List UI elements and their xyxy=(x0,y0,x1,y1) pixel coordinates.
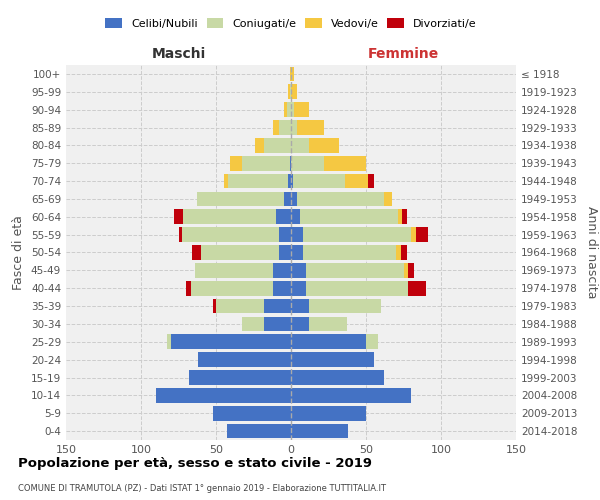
Bar xyxy=(290,156,291,170)
Bar xyxy=(297,192,384,206)
Bar xyxy=(306,281,408,295)
Bar xyxy=(279,120,291,135)
Bar xyxy=(273,120,279,135)
Bar xyxy=(273,263,291,278)
Bar xyxy=(201,245,279,260)
Text: Popolazione per età, sesso e stato civile - 2019: Popolazione per età, sesso e stato civil… xyxy=(18,458,372,470)
Bar xyxy=(291,245,303,260)
Bar xyxy=(294,102,309,117)
Bar xyxy=(264,298,291,314)
Bar xyxy=(291,228,303,242)
Bar xyxy=(401,245,407,260)
Bar xyxy=(367,174,373,188)
Text: COMUNE DI TRAMUTOLA (PZ) - Dati ISTAT 1° gennaio 2019 - Elaborazione TUTTITALIA.: COMUNE DI TRAMUTOLA (PZ) - Dati ISTAT 1°… xyxy=(18,484,386,493)
Bar xyxy=(402,210,407,224)
Bar xyxy=(191,281,273,295)
Bar xyxy=(293,174,345,188)
Bar xyxy=(198,352,291,367)
Bar xyxy=(306,263,404,278)
Bar xyxy=(309,316,347,331)
Bar xyxy=(291,316,309,331)
Bar xyxy=(229,156,241,170)
Bar xyxy=(195,263,273,278)
Bar xyxy=(216,298,264,314)
Bar xyxy=(415,228,427,242)
Bar xyxy=(255,138,264,152)
Bar xyxy=(398,210,402,224)
Bar xyxy=(284,102,287,117)
Bar xyxy=(228,174,288,188)
Bar xyxy=(291,263,306,278)
Bar xyxy=(291,352,373,367)
Bar xyxy=(384,192,392,206)
Bar xyxy=(182,228,279,242)
Y-axis label: Fasce di età: Fasce di età xyxy=(13,215,25,290)
Bar xyxy=(408,263,414,278)
Bar xyxy=(291,138,309,152)
Bar xyxy=(291,102,294,117)
Bar xyxy=(288,174,291,188)
Bar xyxy=(273,281,291,295)
Bar xyxy=(291,174,293,188)
Bar xyxy=(300,210,398,224)
Bar xyxy=(186,281,191,295)
Bar xyxy=(408,281,426,295)
Bar xyxy=(291,281,306,295)
Text: Femmine: Femmine xyxy=(368,48,439,62)
Bar xyxy=(291,298,309,314)
Bar xyxy=(288,84,290,99)
Bar xyxy=(291,210,300,224)
Legend: Celibi/Nubili, Coniugati/e, Vedovi/e, Divorziati/e: Celibi/Nubili, Coniugati/e, Vedovi/e, Di… xyxy=(106,18,476,29)
Bar xyxy=(290,84,291,99)
Bar xyxy=(291,424,348,438)
Bar xyxy=(297,120,324,135)
Bar xyxy=(156,388,291,402)
Text: Maschi: Maschi xyxy=(151,48,206,62)
Bar xyxy=(213,406,291,420)
Bar xyxy=(291,370,384,385)
Bar xyxy=(291,334,366,349)
Bar xyxy=(241,316,264,331)
Bar xyxy=(171,334,291,349)
Bar xyxy=(189,370,291,385)
Bar xyxy=(223,174,228,188)
Bar xyxy=(174,210,183,224)
Bar xyxy=(291,406,366,420)
Bar xyxy=(303,228,411,242)
Bar xyxy=(179,228,182,242)
Bar xyxy=(264,138,291,152)
Bar xyxy=(404,263,408,278)
Bar xyxy=(309,298,381,314)
Bar xyxy=(227,424,291,438)
Bar xyxy=(345,174,367,188)
Bar xyxy=(241,156,290,170)
Bar xyxy=(192,245,201,260)
Bar xyxy=(279,245,291,260)
Bar xyxy=(291,120,297,135)
Y-axis label: Anni di nascita: Anni di nascita xyxy=(586,206,598,298)
Bar xyxy=(183,210,276,224)
Bar xyxy=(167,334,171,349)
Bar xyxy=(276,210,291,224)
Bar xyxy=(291,84,297,99)
Bar xyxy=(279,228,291,242)
Bar xyxy=(284,192,291,206)
Bar xyxy=(396,245,401,260)
Bar xyxy=(213,298,216,314)
Bar xyxy=(264,316,291,331)
Bar xyxy=(411,228,415,242)
Bar xyxy=(290,66,291,81)
Bar xyxy=(291,192,297,206)
Bar xyxy=(291,156,324,170)
Bar xyxy=(303,245,396,260)
Bar xyxy=(291,66,294,81)
Bar xyxy=(197,192,284,206)
Bar xyxy=(291,388,411,402)
Bar xyxy=(309,138,339,152)
Bar xyxy=(366,334,378,349)
Bar xyxy=(287,102,291,117)
Bar xyxy=(324,156,366,170)
